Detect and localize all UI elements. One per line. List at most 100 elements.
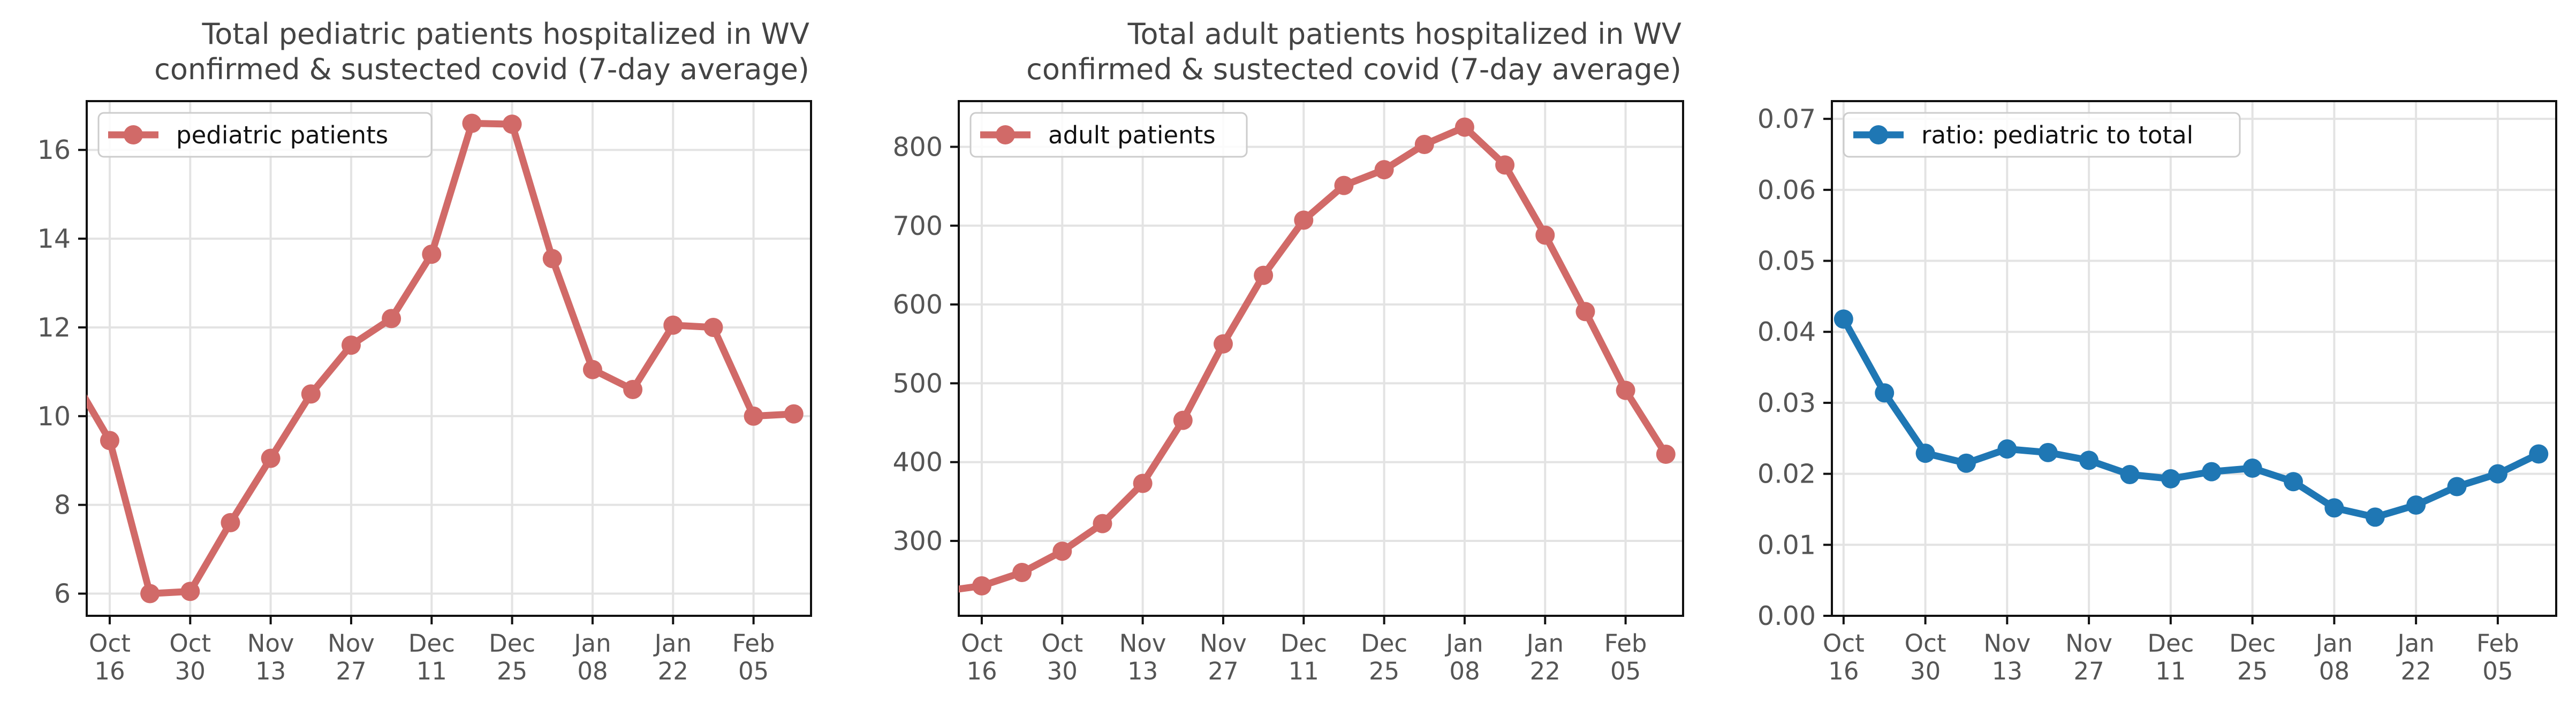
data-point — [744, 406, 763, 426]
y-tick-label: 6 — [54, 579, 71, 609]
data-point — [582, 360, 602, 379]
y-tick-label: 12 — [37, 312, 71, 343]
y-tick-label: 0.03 — [1757, 388, 1816, 418]
data-point — [1012, 562, 1032, 582]
x-tick-label: Dec 11 — [2147, 629, 2194, 685]
data-point — [663, 315, 683, 335]
data-point — [1616, 380, 1635, 400]
legend-label: adult patients — [1048, 121, 1216, 149]
y-tick-label: 0.02 — [1757, 459, 1816, 490]
data-point — [703, 317, 723, 337]
data-point — [2079, 450, 2099, 470]
data-point — [140, 584, 160, 604]
plot-frame — [958, 100, 1684, 617]
data-point — [341, 335, 361, 355]
data-point — [1495, 155, 1515, 175]
data-point — [972, 576, 991, 596]
y-tick-label: 16 — [37, 135, 71, 165]
data-point — [1956, 453, 1976, 473]
data-point — [2529, 444, 2549, 464]
data-point — [221, 513, 240, 532]
x-tick-label: Feb 05 — [1604, 629, 1647, 685]
legend-label: pediatric patients — [176, 121, 388, 149]
x-tick-label: Jan 22 — [2396, 629, 2434, 685]
data-point — [1997, 439, 2017, 459]
data-point — [2202, 462, 2222, 482]
series-line — [1840, 315, 2542, 521]
x-tick-label: Oct 16 — [961, 629, 1003, 685]
series-1 — [932, 117, 1676, 601]
data-point — [1374, 160, 1394, 180]
series-1 — [1833, 309, 2549, 527]
data-point — [784, 404, 804, 424]
y-tick-label: 300 — [892, 526, 943, 556]
data-point — [932, 582, 951, 601]
x-tick-label: Nov 27 — [1200, 629, 1247, 685]
data-point — [2365, 507, 2385, 527]
data-point — [502, 114, 522, 134]
chart-panel-1: 6 8 10 12 14 16 Oct 16 Oct 30 Nov 13 Nov 27 Dec 11 Dec 25… — [37, 17, 812, 685]
legend-box — [1843, 112, 2241, 158]
data-point — [2161, 469, 2180, 488]
data-point — [2324, 498, 2344, 518]
y-tick-label: 0.06 — [1757, 175, 1816, 205]
x-tick-label: Dec 11 — [1281, 629, 1327, 685]
data-point — [2120, 464, 2140, 484]
data-point — [1875, 383, 1895, 403]
y-tick-label: 500 — [892, 368, 943, 399]
data-point — [2406, 495, 2426, 515]
chart-title: Total adult patients hospitalized in WV c… — [1026, 17, 1681, 86]
data-point — [1294, 210, 1314, 230]
x-tick-label: Nov 13 — [1983, 629, 2031, 685]
legend-box — [97, 112, 433, 158]
x-tick-label: Oct 16 — [89, 629, 131, 685]
data-point — [1052, 541, 1072, 561]
data-point — [2038, 442, 2058, 462]
y-tick-label: 0.07 — [1757, 104, 1816, 134]
chart-title: Total pediatric patients hospitalized in… — [154, 17, 809, 86]
data-point — [1833, 309, 1853, 329]
series-1 — [60, 113, 804, 604]
x-tick-label: Dec 11 — [408, 629, 455, 685]
y-tick-label: 800 — [892, 132, 943, 162]
y-tick-label: 14 — [37, 224, 71, 254]
x-tick-label: Jan 08 — [2314, 629, 2353, 685]
legend-label: ratio: pediatric to total — [1921, 121, 2193, 149]
data-point — [382, 309, 401, 329]
data-point — [261, 448, 281, 468]
y-tick-label: 8 — [54, 490, 71, 521]
data-point — [2283, 472, 2303, 492]
data-point — [2447, 477, 2467, 497]
y-tick-label: 0.00 — [1757, 601, 1816, 631]
x-tick-label: Feb 05 — [732, 629, 775, 685]
data-point — [2488, 464, 2507, 484]
data-point — [1213, 334, 1233, 354]
x-tick-label: Feb 05 — [2476, 629, 2519, 685]
y-tick-label: 10 — [37, 401, 71, 432]
data-point — [1454, 117, 1474, 137]
data-point — [422, 245, 442, 264]
y-tick-label: 400 — [892, 447, 943, 478]
data-point — [60, 362, 79, 381]
data-point — [1535, 225, 1555, 245]
chart-panel-3: 0.00 0.01 0.02 0.03 0.04 0.05 0.06 0.07 Oct 16 Oct… — [1757, 100, 2557, 685]
x-tick-label: Nov 13 — [1119, 629, 1166, 685]
legend-marker — [1869, 125, 1888, 144]
x-tick-label: Nov 27 — [328, 629, 375, 685]
x-tick-label: Oct 30 — [1041, 629, 1083, 685]
x-tick-label: Jan 08 — [1444, 629, 1483, 685]
data-point — [100, 431, 119, 450]
y-tick-label: 0.04 — [1757, 317, 1816, 347]
data-point — [180, 582, 200, 601]
x-tick-label: Nov 13 — [247, 629, 294, 685]
x-tick-label: Jan 08 — [572, 629, 611, 685]
chart-panel-2: 300 400 500 600 700 800 Oct 16 Oct 30 Nov 13 Nov 27 De… — [892, 17, 1684, 685]
data-point — [1915, 444, 1935, 463]
data-point — [1173, 410, 1193, 430]
legend-box — [969, 112, 1248, 158]
data-point — [301, 384, 321, 404]
data-point — [1133, 473, 1153, 493]
legend-marker — [124, 125, 143, 144]
x-tick-label: Oct 30 — [1905, 629, 1946, 685]
